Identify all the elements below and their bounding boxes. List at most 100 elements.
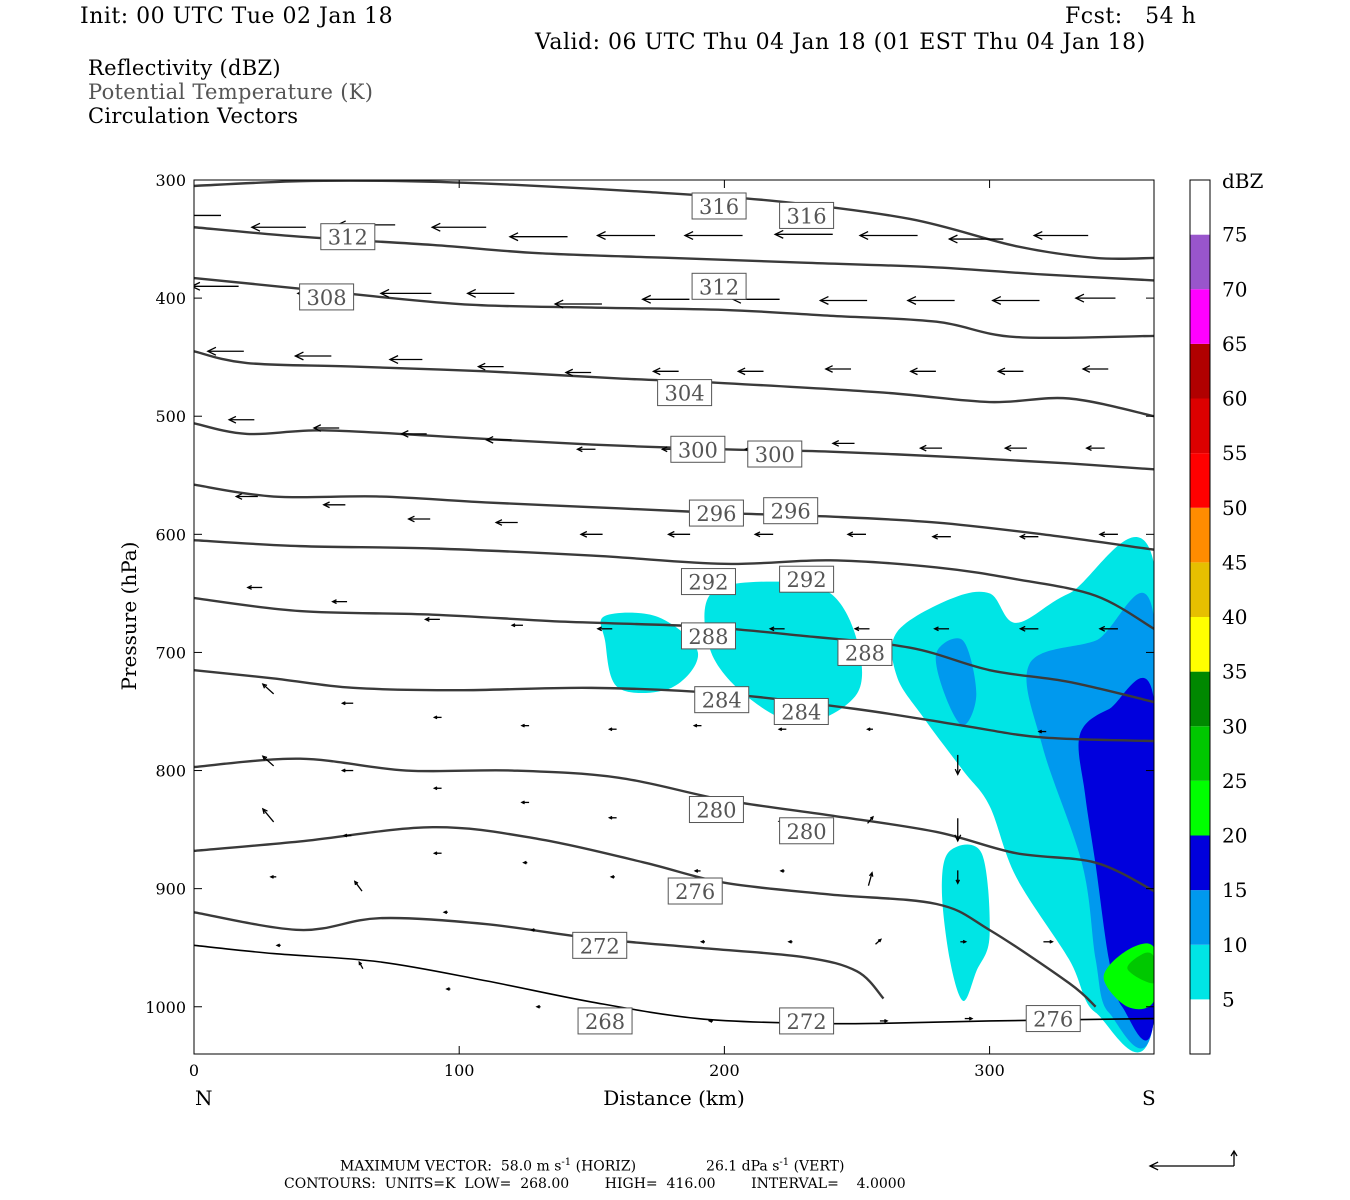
y-tick-label: 1000 <box>145 998 186 1017</box>
circulation-vector <box>831 439 855 447</box>
circulation-vector <box>846 531 866 538</box>
colorbar-swatch <box>1190 507 1210 563</box>
circulation-vector <box>1043 939 1054 944</box>
circulation-vector <box>579 530 603 538</box>
colorbar-swatch <box>1190 890 1210 945</box>
colorbar-unit: dBZ <box>1222 169 1264 193</box>
contour-info: CONTOURS: UNITS=K LOW= 268.00 HIGH= 416.… <box>284 1176 906 1192</box>
circulation-vector <box>964 1016 974 1021</box>
circulation-vector <box>432 786 442 791</box>
contour-label: 292 <box>779 565 835 593</box>
circulation-vector <box>955 870 961 885</box>
colorbar-swatch <box>1190 835 1210 891</box>
circulation-vector <box>261 755 275 767</box>
circulation-vector <box>340 701 354 706</box>
contour-label: 312 <box>691 272 747 300</box>
colorbar-swatch <box>1190 944 1210 1000</box>
circulation-vector <box>879 1019 889 1023</box>
circulation-vector <box>476 362 504 371</box>
circulation-vector <box>342 833 352 838</box>
circulation-vector <box>312 424 340 432</box>
colorbar-level-label: 30 <box>1222 714 1247 738</box>
contour-label-text: 292 <box>787 568 827 592</box>
circulation-vector <box>683 231 743 241</box>
contour-label-text: 280 <box>787 820 827 844</box>
contour-label: 284 <box>773 697 829 725</box>
circulation-vector <box>432 715 442 720</box>
y-tick-label: 500 <box>155 407 186 426</box>
circulation-vector <box>575 446 596 453</box>
colorbar-swatch <box>1190 562 1210 617</box>
contour-label: 304 <box>657 379 713 407</box>
contour-label: 300 <box>670 435 726 463</box>
contour-label-text: 284 <box>781 700 821 724</box>
circulation-vector <box>423 616 440 622</box>
reflectivity-region-10-dbz <box>935 638 977 726</box>
circulation-vector <box>564 368 592 377</box>
circulation-vector <box>340 768 354 773</box>
circulation-vector <box>1018 533 1039 540</box>
circulation-vector <box>866 727 873 732</box>
circulation-vector <box>693 869 701 873</box>
forecast-hour: Fcst: 54 h <box>1065 4 1197 29</box>
circulation-vector <box>768 626 785 632</box>
circulation-vector <box>753 531 774 538</box>
colorbar-level-label: 45 <box>1222 550 1247 574</box>
y-tick-label: 300 <box>155 171 186 190</box>
circulation-vector <box>692 723 702 728</box>
colorbar-level-label: 25 <box>1222 769 1247 793</box>
colorbar-level-label: 15 <box>1222 878 1247 902</box>
theta-contour-292 <box>194 539 1154 630</box>
circulation-vector <box>918 444 943 452</box>
circulation-vector <box>246 585 263 590</box>
circulation-vector <box>388 355 423 365</box>
circulation-vector <box>1098 531 1118 538</box>
circulation-vector <box>400 430 427 438</box>
contour-label: 272 <box>779 1007 835 1035</box>
contour-label-text: 280 <box>696 799 736 823</box>
reflectivity-layer <box>600 537 1154 1053</box>
colorbar-level-label: 50 <box>1222 496 1247 520</box>
colorbar: 5 10 15 20 25 30 35 40 45 50 55 60 65 70 75 <box>1189 179 1247 1055</box>
colorbar-frame <box>1189 179 1211 1055</box>
reflectivity-region-25-dbz <box>1127 952 1154 984</box>
circulation-vector <box>996 367 1024 376</box>
contour-label-text: 288 <box>845 641 885 665</box>
x-tick-label: 100 <box>444 1061 475 1080</box>
circulation-vector <box>261 807 275 823</box>
circulation-vector <box>520 723 530 728</box>
circulation-vector <box>818 295 868 305</box>
circulation-vector <box>293 351 332 361</box>
colorbar-level-label: 70 <box>1222 277 1247 301</box>
contour-label-text: 284 <box>702 689 742 713</box>
reflectivity-region-5-dbz <box>600 612 699 694</box>
theta-contour-284 <box>194 668 1154 743</box>
reference-vector-vertical-head <box>1230 1149 1238 1157</box>
contour-label: 288 <box>680 622 736 650</box>
contour-label-text: 296 <box>696 502 736 526</box>
circulation-vector <box>322 501 346 509</box>
contour-labels: 316 316 312 312 308 304 300 300 296 296 292 292 288 2… <box>299 192 1081 1035</box>
circulation-vector <box>954 754 961 776</box>
circulation-vector <box>1098 625 1118 632</box>
colorbar-swatch <box>1190 453 1210 508</box>
contour-label: 280 <box>688 796 744 824</box>
north-label: N <box>195 1086 213 1110</box>
circulation-vector <box>947 234 1004 244</box>
circulation-vector <box>779 869 785 873</box>
contour-label-text: 292 <box>688 571 728 595</box>
circulation-vector <box>1081 365 1109 373</box>
circulation-vector <box>508 232 568 242</box>
y-tick-label: 700 <box>155 643 186 662</box>
colorbar-swatch <box>1190 780 1210 836</box>
circulation-vector <box>607 815 617 820</box>
south-label: S <box>1142 1086 1156 1110</box>
valid-time: Valid: 06 UTC Thu 04 Jan 18 (01 EST Thu … <box>535 30 1146 55</box>
colorbar-level-label: 75 <box>1222 223 1247 247</box>
y-axis-label: Pressure (hPa) <box>117 542 141 691</box>
colorbar-level-label: 55 <box>1222 441 1247 465</box>
colorbar-level-label: 40 <box>1222 605 1247 629</box>
theta-contour-296 <box>194 483 1154 551</box>
theta-contour-316 <box>194 180 1154 261</box>
colorbar-level-label: 65 <box>1222 332 1247 356</box>
